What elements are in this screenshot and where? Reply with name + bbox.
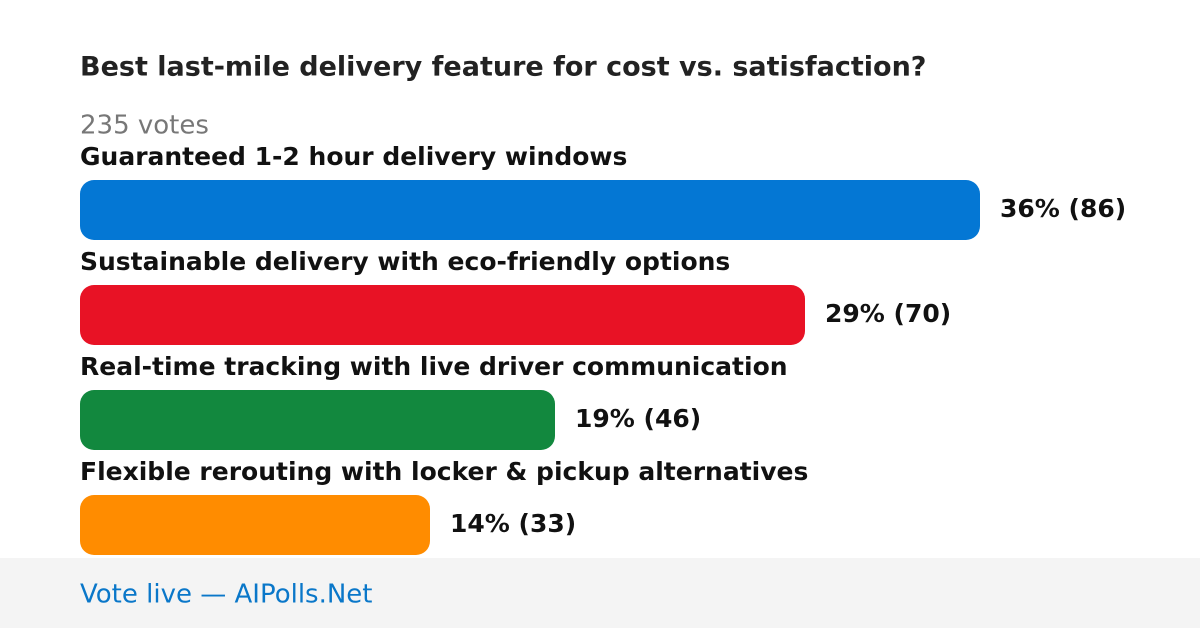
option-label: Real-time tracking with live driver comm… [80, 352, 788, 381]
value-label: 19% (46) [575, 404, 701, 433]
footer-link[interactable]: Vote live — AIPolls.Net [80, 580, 373, 610]
option-label: Sustainable delivery with eco-friendly o… [80, 247, 730, 276]
poll-title: Best last-mile delivery feature for cost… [80, 52, 926, 83]
value-label: 36% (86) [1000, 194, 1126, 223]
value-label: 29% (70) [825, 299, 951, 328]
option-label: Guaranteed 1-2 hour delivery windows [80, 142, 627, 171]
bar [80, 285, 805, 345]
bar [80, 495, 430, 555]
option-label: Flexible rerouting with locker & pickup … [80, 457, 808, 486]
vote-count: 235 votes [80, 111, 209, 141]
footer-bar [0, 558, 1200, 628]
bar [80, 390, 555, 450]
bar [80, 180, 980, 240]
value-label: 14% (33) [450, 509, 576, 538]
